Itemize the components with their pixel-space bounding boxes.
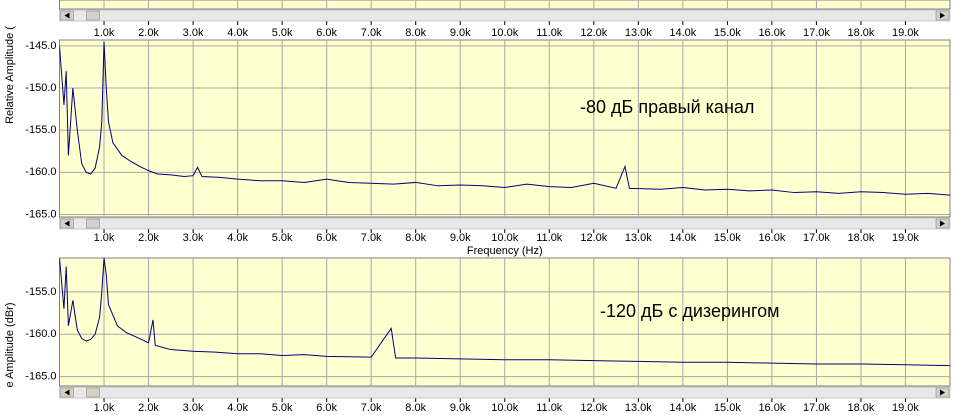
y-tick-label: -155.0 xyxy=(25,124,56,136)
x-tick-label: 5.0k xyxy=(272,27,293,39)
x-tick-label: 10.0k xyxy=(491,27,518,39)
scroll-thumb[interactable] xyxy=(86,387,100,398)
y-axis-label: Relative Amplitude ( xyxy=(4,26,16,124)
annotation: -80 дБ правый канал xyxy=(580,97,754,117)
x-tick-label: 6.0k xyxy=(316,402,337,414)
x-tick-label: 4.0k xyxy=(227,402,248,414)
x-tick-label: 19.0k xyxy=(892,402,919,414)
x-tick-label: 8.0k xyxy=(405,402,426,414)
x-tick-label: 19.0k xyxy=(892,232,919,244)
x-tick-label: 1.0k xyxy=(94,27,115,39)
x-tick-label: 14.0k xyxy=(669,27,696,39)
x-tick-label: 16.0k xyxy=(758,232,785,244)
x-tick-label: 1.0k xyxy=(94,232,115,244)
x-tick-label: 17.0k xyxy=(803,27,830,39)
y-tick-label: -165.0 xyxy=(25,208,56,220)
x-tick-label: 14.0k xyxy=(669,232,696,244)
arrow-left xyxy=(64,220,70,227)
x-tick-label: 18.0k xyxy=(847,402,874,414)
x-tick-label: 5.0k xyxy=(272,232,293,244)
x-tick-label: 15.0k xyxy=(714,27,741,39)
y-tick-label: -160.0 xyxy=(25,328,56,340)
x-tick-label: 7.0k xyxy=(361,402,382,414)
x-tick-label: 7.0k xyxy=(361,232,382,244)
arrow-left xyxy=(64,389,70,396)
scrollbar[interactable] xyxy=(59,386,951,399)
x-tick-label: 19.0k xyxy=(892,27,919,39)
x-tick-label: 12.0k xyxy=(580,27,607,39)
x-tick-label: 16.0k xyxy=(758,402,785,414)
annotation: -120 дБ с дизерингом xyxy=(600,301,780,321)
x-tick-label: 2.0k xyxy=(138,27,159,39)
arrow-left xyxy=(64,12,70,19)
spectrum-line xyxy=(59,258,950,367)
x-tick-label: 11.0k xyxy=(536,402,563,414)
x-tick-label: 15.0k xyxy=(714,232,741,244)
x-tick-label: 9.0k xyxy=(450,27,471,39)
y-tick-label: -165.0 xyxy=(25,371,56,383)
x-tick-label: 18.0k xyxy=(847,232,874,244)
x-tick-label: 12.0k xyxy=(580,402,607,414)
x-tick-label: 1.0k xyxy=(94,402,115,414)
x-tick-label: 13.0k xyxy=(625,27,652,39)
x-tick-label: 8.0k xyxy=(405,27,426,39)
x-tick-label: 3.0k xyxy=(183,27,204,39)
x-tick-label: 6.0k xyxy=(316,27,337,39)
y-axis-label: e Amplitude (dBr) xyxy=(4,303,16,388)
y-tick-label: -155.0 xyxy=(25,286,56,298)
arrow-right xyxy=(940,12,945,19)
x-tick-label: 11.0k xyxy=(536,27,563,39)
x-tick-label: 13.0k xyxy=(625,232,652,244)
x-tick-label: 18.0k xyxy=(847,27,874,39)
x-tick-label: 16.0k xyxy=(758,27,785,39)
x-tick-label: 2.0k xyxy=(138,232,159,244)
x-tick-label: 5.0k xyxy=(272,402,293,414)
x-tick-label: 7.0k xyxy=(361,27,382,39)
x-tick-label: 10.0k xyxy=(491,232,518,244)
x-tick-label: 12.0k xyxy=(580,232,607,244)
y-tick-label: -150.0 xyxy=(25,82,56,94)
x-tick-label: 4.0k xyxy=(227,27,248,39)
y-tick-label: -145.0 xyxy=(25,40,56,52)
scroll-thumb[interactable] xyxy=(86,218,100,229)
x-tick-label: 17.0k xyxy=(803,232,830,244)
x-tick-label: 2.0k xyxy=(138,402,159,414)
y-tick-label: -160.0 xyxy=(25,166,56,178)
x-tick-label: 3.0k xyxy=(183,232,204,244)
x-tick-label: 10.0k xyxy=(491,402,518,414)
x-tick-label: 13.0k xyxy=(625,402,652,414)
x-tick-label: 14.0k xyxy=(669,402,696,414)
x-tick-label: 17.0k xyxy=(803,402,830,414)
x-tick-label: 4.0k xyxy=(227,232,248,244)
scrollbar[interactable] xyxy=(59,217,951,230)
x-tick-label: 3.0k xyxy=(183,402,204,414)
x-tick-label: 9.0k xyxy=(450,402,471,414)
x-axis-label: Frequency (Hz) xyxy=(467,245,543,257)
spectrum-line xyxy=(59,41,950,196)
x-tick-label: 15.0k xyxy=(714,402,741,414)
arrow-right xyxy=(940,389,945,396)
arrow-right xyxy=(940,220,945,227)
x-tick-label: 8.0k xyxy=(405,232,426,244)
x-tick-label: 6.0k xyxy=(316,232,337,244)
scrollbar[interactable] xyxy=(59,9,951,22)
x-tick-label: 9.0k xyxy=(450,232,471,244)
scroll-thumb[interactable] xyxy=(86,10,100,21)
x-tick-label: 11.0k xyxy=(536,232,563,244)
